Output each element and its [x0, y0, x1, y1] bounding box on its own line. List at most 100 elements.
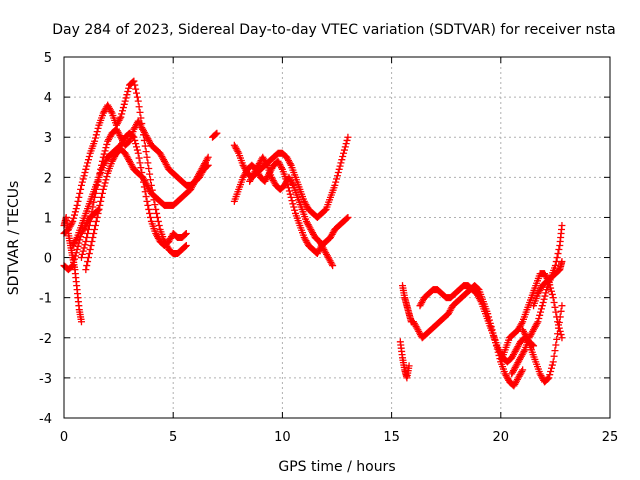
y-tick-label: -3 [39, 372, 52, 387]
y-tick-label: -4 [39, 412, 52, 427]
data-point [288, 197, 296, 205]
data-point [68, 219, 76, 227]
data-point [540, 295, 548, 303]
data-point [533, 319, 541, 327]
data-point [83, 234, 91, 241]
data-point [124, 87, 132, 95]
data-point [554, 324, 562, 332]
data-point [141, 142, 149, 150]
data-point [74, 242, 82, 250]
data-point [99, 185, 107, 193]
data-point [76, 189, 84, 197]
data-point [541, 292, 549, 300]
data-point [142, 193, 150, 201]
data-point [107, 108, 115, 116]
y-tick-label: 5 [44, 51, 52, 66]
data-point [90, 229, 98, 237]
data-point [343, 214, 351, 222]
data-point [152, 205, 160, 213]
data-point [84, 156, 92, 164]
data-point [96, 169, 104, 177]
data-point [336, 162, 344, 170]
data-point [102, 176, 110, 184]
data-point [287, 193, 295, 201]
data-point [537, 305, 545, 313]
data-point [132, 85, 140, 93]
data-point [82, 165, 90, 173]
data-point [405, 362, 413, 370]
data-point [102, 144, 110, 152]
data-point [118, 110, 126, 118]
data-point [291, 206, 299, 214]
data-point [117, 113, 125, 121]
data-point [289, 200, 297, 208]
data-point [103, 140, 111, 148]
data-point [331, 181, 339, 189]
data-point [94, 124, 102, 132]
x-tick-label: 10 [274, 430, 291, 445]
data-point [203, 155, 211, 163]
data-point [333, 172, 341, 180]
data-point [75, 239, 83, 247]
data-point [538, 302, 546, 310]
data-point [73, 201, 81, 209]
data-point [82, 266, 90, 274]
data-point [204, 153, 212, 161]
data-point [556, 313, 564, 321]
data-point [547, 364, 555, 372]
data-point [72, 235, 80, 243]
data-point [547, 367, 555, 375]
data-point [290, 203, 298, 211]
x-tick-labels: 0 5 10 15 20 25 [60, 430, 618, 445]
data-point [90, 198, 98, 206]
data-point [146, 209, 154, 217]
data-point [91, 221, 99, 229]
series-arc-7 [209, 129, 221, 141]
data-point [182, 229, 190, 237]
data-point [130, 77, 138, 85]
data-point [103, 173, 111, 181]
data-point [78, 250, 86, 258]
data-point [119, 104, 127, 112]
data-point [548, 361, 556, 369]
data-point [73, 246, 81, 254]
data-point [144, 159, 152, 167]
data-point [77, 185, 85, 193]
data-point [87, 242, 95, 250]
data-point [203, 162, 211, 170]
data-point [98, 157, 106, 165]
data-point [145, 205, 153, 213]
data-point [86, 246, 94, 254]
x-tick-label: 0 [60, 430, 68, 445]
y-tick-label: 0 [44, 252, 52, 267]
series-arc-11 [396, 338, 413, 382]
data-point [131, 81, 139, 89]
data-point [116, 115, 124, 123]
data-point [154, 217, 162, 225]
series-arc-4 [82, 145, 212, 274]
data-point [70, 214, 78, 222]
y-tick-label: 4 [44, 91, 52, 106]
data-point [70, 255, 78, 263]
data-point [125, 84, 133, 92]
data-point [534, 318, 542, 326]
data-point [97, 197, 105, 205]
data-point [85, 152, 93, 160]
data-point [121, 97, 129, 105]
data-point [522, 332, 530, 340]
data-point [96, 201, 104, 209]
data-point [552, 341, 560, 349]
data-point [84, 254, 92, 262]
series-arc-1 [60, 77, 190, 258]
data-point [142, 148, 150, 156]
data-point [546, 371, 554, 379]
x-tick-label: 15 [383, 430, 400, 445]
data-point [557, 307, 565, 315]
data-point [146, 170, 154, 178]
series-arc-10 [246, 153, 337, 270]
data-point [133, 146, 141, 154]
y-tick-label: -2 [39, 332, 52, 347]
data-point [131, 136, 139, 144]
data-point [146, 176, 154, 184]
data-point [92, 131, 100, 139]
